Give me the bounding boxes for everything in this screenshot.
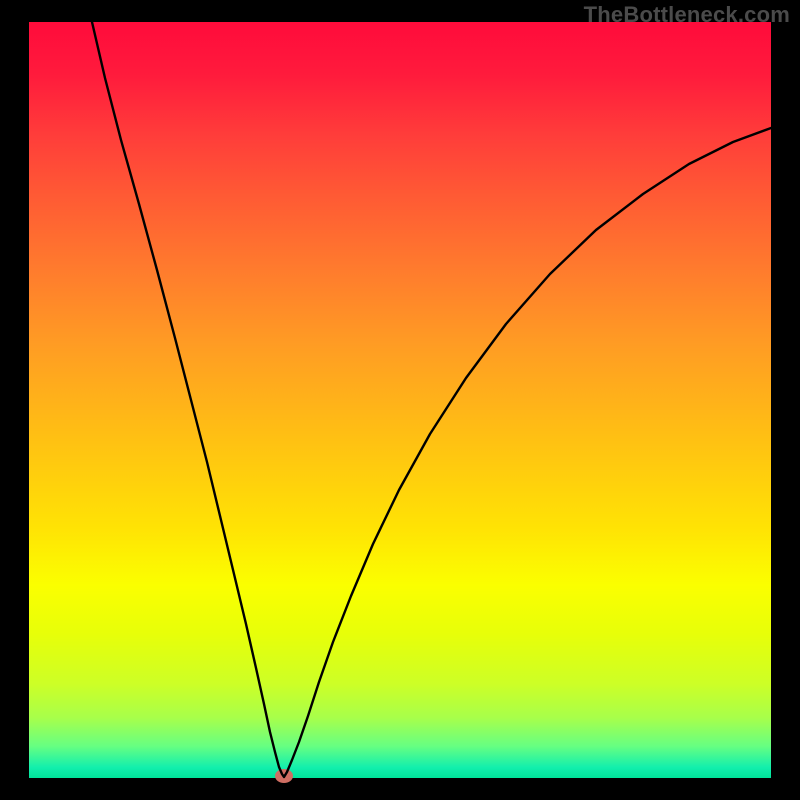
- chart-canvas: TheBottleneck.com: [0, 0, 800, 800]
- plot-area: [29, 22, 771, 778]
- v-curve: [92, 22, 771, 777]
- watermark-text: TheBottleneck.com: [584, 2, 790, 28]
- curve-layer: [29, 22, 771, 778]
